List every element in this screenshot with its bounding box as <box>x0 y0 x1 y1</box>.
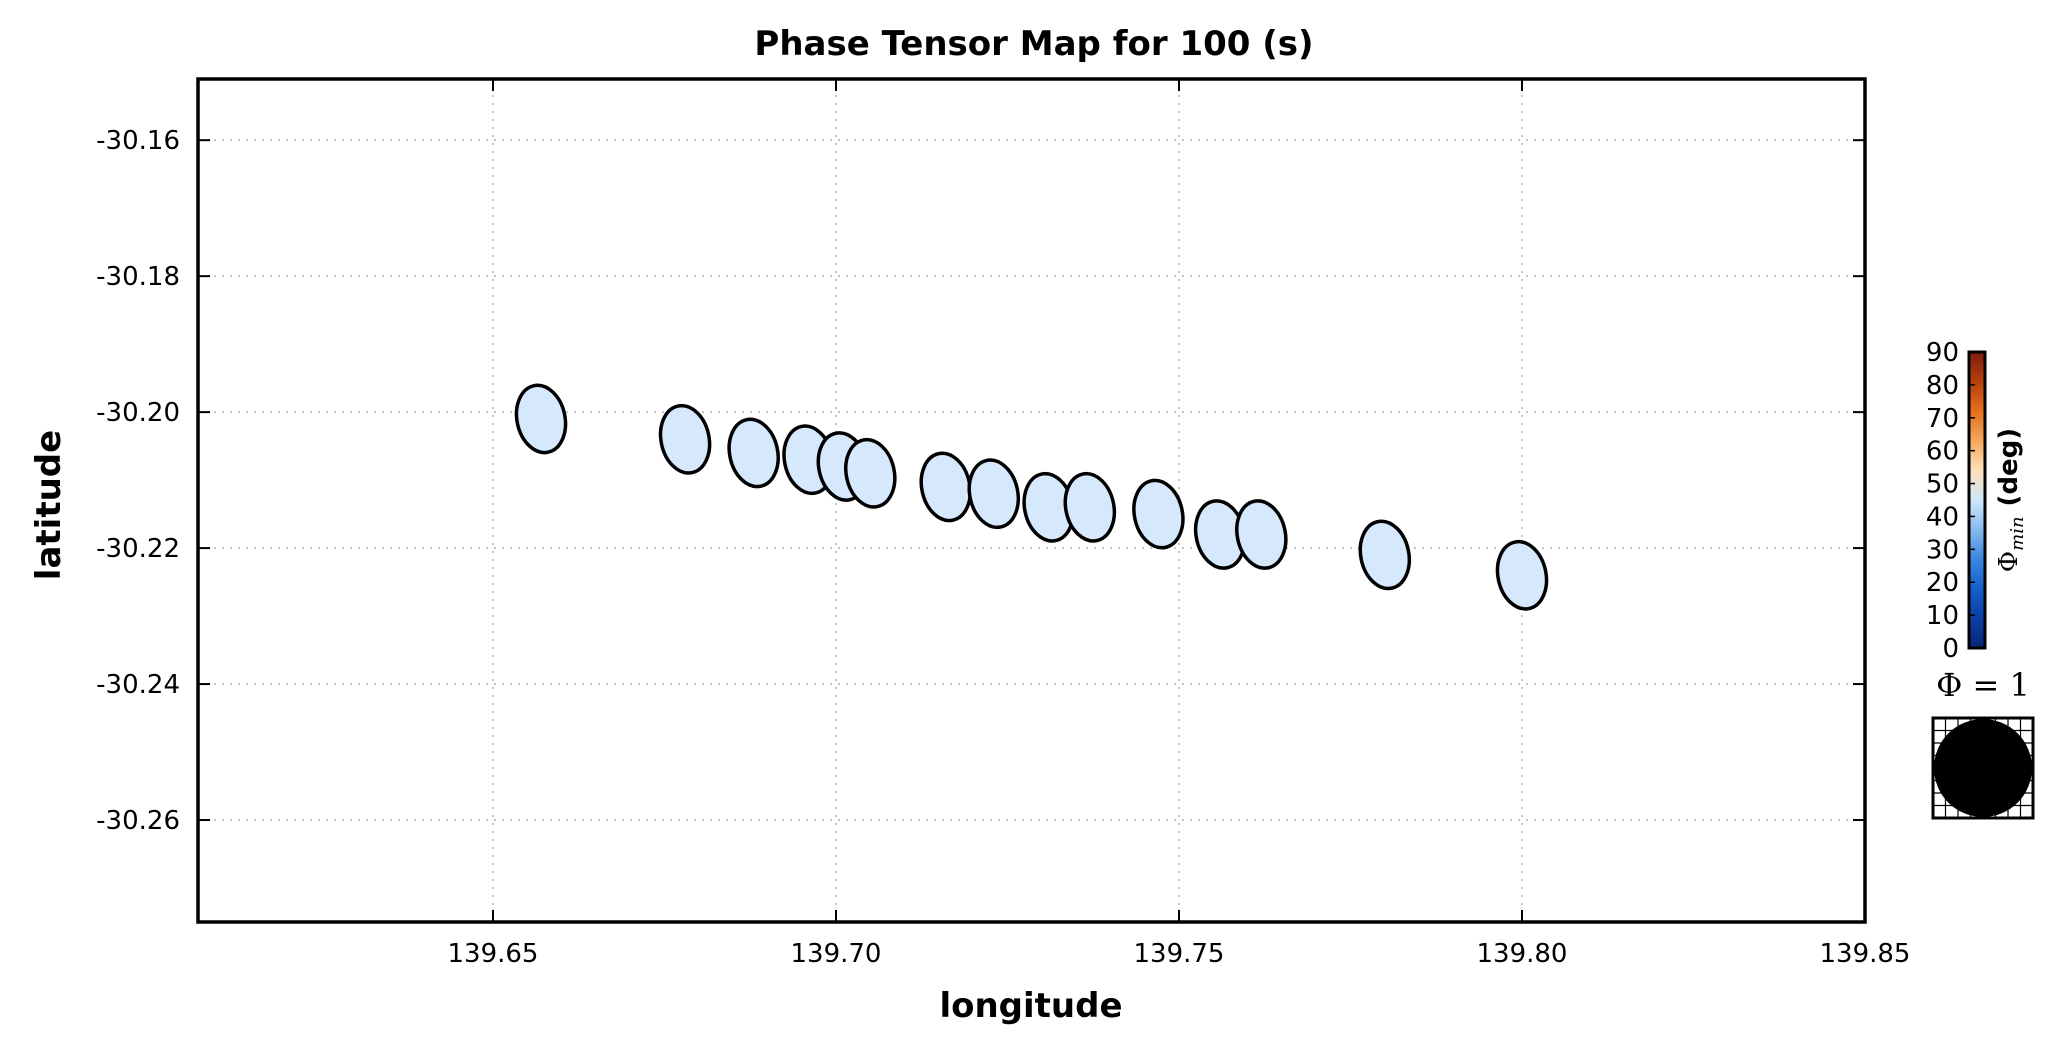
y-tick-label: -30.20 <box>96 398 180 428</box>
x-tick-label: 139.75 <box>1133 939 1224 969</box>
phase-tensor-ellipse <box>967 458 1021 530</box>
reference-circle <box>1934 719 2032 817</box>
x-tick-label: 139.65 <box>447 939 538 969</box>
chart-title: Phase Tensor Map for 100 (s) <box>754 24 1313 64</box>
y-axis-ticks: -30.16 -30.18 -30.20 -30.22 -30.24 -30.26 <box>96 126 1865 836</box>
phase-tensor-ellipse <box>658 403 712 475</box>
colorbar-tick-label: 0 <box>1942 634 1959 664</box>
phase-tensor-ellipses <box>514 383 1549 611</box>
x-tick-label: 139.85 <box>1820 939 1911 969</box>
colorbar-tick-label: 70 <box>1926 404 1959 434</box>
phase-tensor-ellipse <box>1235 499 1288 570</box>
plot-area-frame <box>196 77 1867 924</box>
colorbar-tick-label: 90 <box>1926 338 1959 368</box>
x-axis-label: longitude <box>939 986 1122 1026</box>
x-tick-label: 139.70 <box>790 939 881 969</box>
colorbar-tick-label: 10 <box>1926 601 1959 631</box>
x-axis-ticks: 139.65 139.70 139.75 139.80 139.85 <box>447 79 1910 969</box>
reference-ellipse-legend: Φ = 1 <box>1931 666 2035 820</box>
phase-tensor-ellipse <box>919 451 973 523</box>
colorbar-tick-label: 60 <box>1926 437 1959 467</box>
y-tick-label: -30.22 <box>96 534 180 564</box>
grid-lines <box>198 79 1865 922</box>
colorbar-tick-label: 40 <box>1926 502 1959 532</box>
phase-tensor-ellipse <box>514 383 568 455</box>
colorbar-label-subscript: min <box>2007 516 2028 550</box>
colorbar-tick-label: 30 <box>1926 535 1959 565</box>
colorbar-tick-label: 20 <box>1926 568 1959 598</box>
y-tick-label: -30.16 <box>96 126 180 156</box>
colorbar-tick-label: 80 <box>1926 371 1959 401</box>
phase-tensor-ellipse <box>727 417 780 489</box>
reference-label: Φ = 1 <box>1936 666 2030 704</box>
colorbar-label-symbol: Φ <box>1994 551 2024 572</box>
y-tick-label: -30.26 <box>96 806 180 836</box>
colorbar-label: Φmin (deg) <box>1994 428 2028 572</box>
y-tick-label: -30.24 <box>96 670 180 700</box>
phase-tensor-ellipse <box>1063 471 1117 543</box>
phase-tensor-ellipse <box>844 437 897 509</box>
reference-frame <box>1931 716 2035 820</box>
phase-tensor-ellipse <box>1132 478 1185 550</box>
y-axis-label: latitude <box>29 430 69 580</box>
phase-tensor-ellipse <box>1495 539 1549 611</box>
phase-tensor-ellipse <box>1358 519 1412 591</box>
colorbar-label-unit: (deg) <box>1994 428 2024 507</box>
colorbar-bar <box>1967 350 1987 650</box>
colorbar-tick-label: 50 <box>1926 470 1959 500</box>
x-tick-label: 139.80 <box>1477 939 1568 969</box>
y-tick-label: -30.18 <box>96 262 180 292</box>
